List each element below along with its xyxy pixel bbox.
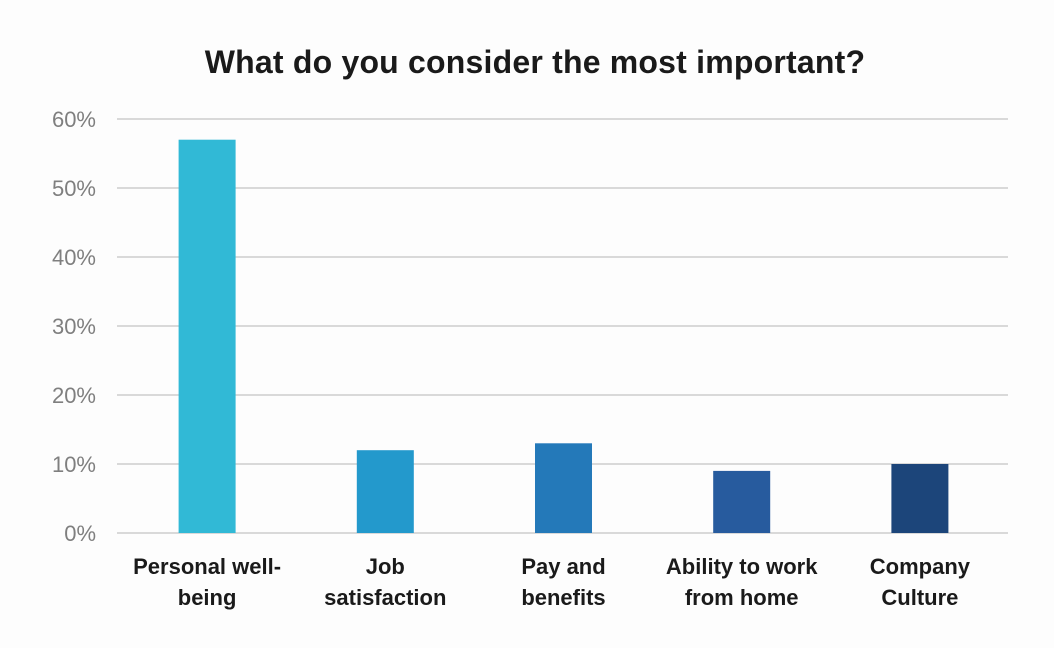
y-tick-label: 0%: [64, 521, 96, 546]
bar: [178, 139, 236, 533]
x-category-label: Pay and benefits: [521, 554, 605, 610]
bar: [891, 464, 949, 533]
x-category-label: Ability to work from home: [666, 554, 818, 610]
bar: [713, 470, 771, 533]
bar: [356, 450, 414, 533]
y-tick-label: 50%: [52, 176, 96, 201]
chart-title: What do you consider the most important?: [204, 44, 866, 80]
x-category-label: Job satisfaction: [324, 554, 446, 610]
y-tick-label: 60%: [52, 107, 96, 132]
bar: [535, 443, 592, 533]
x-category-label: Company Culture: [870, 554, 971, 610]
y-tick-label: 20%: [52, 383, 96, 408]
y-tick-label: 40%: [52, 245, 96, 270]
y-tick-label: 10%: [52, 452, 96, 477]
y-tick-label: 30%: [52, 314, 96, 339]
x-category-label: Personal well-being: [133, 554, 281, 610]
